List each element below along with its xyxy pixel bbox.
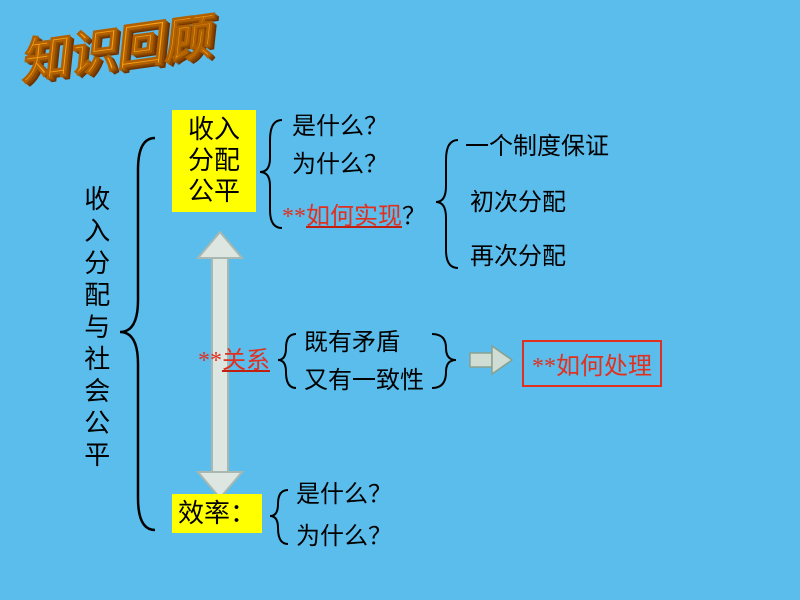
- sub-redistribute: 再次分配: [470, 242, 566, 273]
- relation-conflict: 既有矛盾: [304, 328, 400, 359]
- box-efficiency: 效率：: [172, 494, 262, 533]
- sub-system: 一个制度保证: [465, 132, 609, 163]
- q-what-top: 是什么？: [292, 112, 388, 143]
- stars-icon: **: [282, 204, 306, 230]
- q-how-achieve: **如何实现？: [282, 202, 426, 233]
- box-how-handle: **如何处理: [522, 340, 662, 387]
- relation-consistent: 又有一致性: [304, 366, 424, 397]
- q-why-top: 为什么？: [292, 150, 388, 181]
- stars-icon: **: [198, 348, 222, 374]
- q-what-bottom: 是什么？: [296, 480, 392, 511]
- sub-primary: 初次分配: [470, 188, 566, 219]
- connectors: [0, 0, 800, 600]
- stars-icon: **: [532, 354, 556, 380]
- root-label: 收入分配与社会公平: [78, 185, 112, 473]
- box-income-fair: 收入分配公平: [172, 110, 256, 212]
- relation-label: **关系: [198, 346, 270, 377]
- q-why-bottom: 为什么？: [296, 522, 392, 553]
- title-3d: 知识回顾: [14, 0, 214, 93]
